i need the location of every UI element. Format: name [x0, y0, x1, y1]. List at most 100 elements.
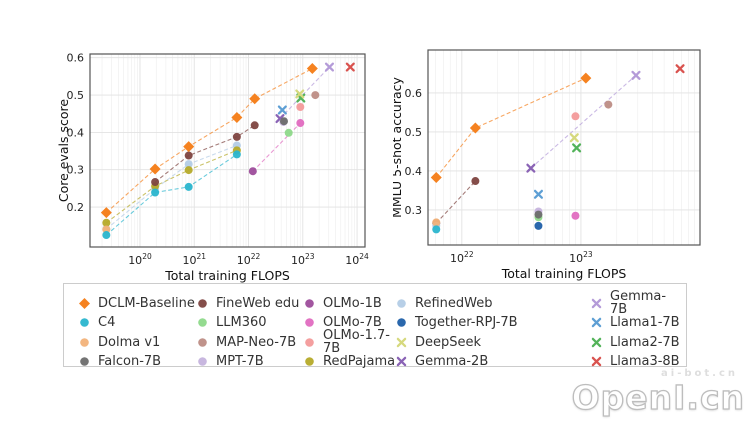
x-marker-icon [591, 356, 602, 367]
diamond-marker-icon [79, 297, 90, 309]
data-point-marker [580, 72, 592, 84]
series-Llama3-8B [345, 62, 355, 72]
legend-label: Llama1-7B [610, 315, 680, 330]
data-point-marker [675, 64, 685, 74]
series-Llama1-7B [277, 105, 287, 115]
data-point-marker [80, 318, 89, 327]
y-axis-label: MMLU 5-shot accuracy [393, 76, 404, 217]
legend-label: LLM360 [216, 315, 267, 330]
data-point-marker [604, 100, 613, 109]
data-point-marker [295, 89, 305, 99]
series-OLMo-1.7-7B [296, 103, 305, 112]
legend-item-falcon-7b: Falcon-7B [78, 355, 196, 368]
legend-item-redpajama: RedPajama [303, 355, 395, 368]
data-point-marker [183, 141, 195, 153]
data-point-marker [248, 167, 257, 176]
legend-item-olmo-7b: OLMo-7B [303, 316, 395, 329]
x-marker-icon [591, 337, 602, 347]
legend-item-together-rpj-7b: Together-RPJ-7B [395, 316, 590, 329]
series-Llama2-7B [572, 143, 582, 153]
legend-label: RedPajama [323, 354, 396, 369]
watermark-ai-bot: ai-bot.cn [661, 368, 738, 379]
core-evals-panel: 0.2 0.3 0.4 0.5 0.6 1020 1021 1022 1023 1024 Total… [56, 42, 408, 291]
data-point-marker [571, 112, 580, 121]
legend-label: DCLM-Baseline [98, 295, 195, 311]
legend-item-llm360: LLM360 [196, 316, 303, 329]
data-point-marker [305, 357, 314, 366]
series-OLMo-7B [571, 211, 580, 220]
data-point-marker [102, 218, 111, 227]
legend-item-c4: C4 [78, 316, 196, 329]
series-LLM360 [284, 128, 293, 137]
data-point-marker [396, 337, 407, 347]
data-point-marker [296, 119, 305, 128]
legend-item-refinedweb: RefinedWeb [395, 290, 590, 316]
data-point-marker [80, 337, 89, 347]
legend-item-llama2-7b: Llama2-7B [590, 329, 682, 355]
data-point-marker [250, 121, 259, 130]
x-tick-label: 1022 [450, 250, 474, 265]
series-Together-RPJ-7B [534, 221, 543, 230]
data-point-marker [184, 151, 193, 160]
data-point-marker [296, 103, 305, 112]
legend-label: Gemma-7B [610, 289, 667, 317]
x-marker-icon [396, 356, 407, 367]
data-point-marker [305, 318, 314, 327]
legend-item-dclm-baseline: DCLM-Baseline [78, 290, 196, 316]
data-point-marker [533, 189, 543, 199]
series-DCLM-Baseline [100, 63, 318, 219]
data-point-marker [572, 143, 582, 153]
data-point-marker [396, 356, 407, 367]
data-point-marker [232, 132, 241, 141]
data-point-marker [345, 62, 355, 72]
y-tick-label: 0.6 [67, 52, 85, 65]
y-tick-label: 0.4 [405, 165, 423, 178]
legend-item-dolma-v1: Dolma v1 [78, 329, 196, 355]
legend-item-llama3-8b: Llama3-8B [590, 355, 682, 368]
data-point-marker [184, 166, 193, 175]
legend-label: OLMo-1.7-7B [323, 328, 390, 356]
x-marker-icon [396, 337, 407, 347]
circle-marker-icon [397, 318, 406, 327]
legend-label: OLMo-1B [323, 295, 382, 311]
data-point-marker [432, 218, 441, 227]
legend-item-olmo-1b: OLMo-1B [303, 290, 395, 316]
series-Falcon-7B [534, 210, 543, 219]
data-point-marker [591, 337, 602, 347]
data-point-marker [534, 221, 543, 230]
x-tick-label: 1023 [291, 252, 315, 267]
data-point-marker [306, 63, 318, 75]
data-point-marker [79, 297, 90, 309]
data-point-marker [305, 337, 314, 347]
y-axis-label: Core evals score [58, 99, 71, 203]
series-Dolma v1 [102, 225, 111, 234]
circle-marker-icon [305, 298, 314, 308]
y-tick-label: 0.6 [405, 87, 423, 100]
watermark-openi: OpenI.cn [571, 377, 745, 417]
circle-marker-icon [80, 357, 89, 366]
x-axis-label: Total training FLOPS [501, 266, 627, 281]
data-point-marker [198, 337, 207, 347]
series-DeepSeek [569, 133, 579, 143]
data-point-marker [571, 211, 580, 220]
data-point-marker [591, 298, 602, 308]
y-tick-label: 0.5 [67, 89, 85, 102]
data-point-marker [100, 207, 112, 219]
legend-item-gemma-2b: Gemma-2B [395, 355, 590, 368]
circle-marker-icon [198, 298, 207, 308]
mmlu-panel: 0.3 0.4 0.5 0.6 1022 1023 Total training FLOPS… [389, 42, 723, 291]
legend-label: DeepSeek [415, 334, 482, 350]
data-point-marker [231, 111, 243, 123]
data-point-marker [569, 133, 579, 143]
data-point-marker [526, 163, 536, 173]
data-point-marker [102, 231, 111, 240]
data-point-marker [591, 356, 602, 367]
data-point-marker [184, 182, 193, 191]
legend-label: FineWeb edu [216, 295, 300, 311]
legend-label: Llama2-7B [610, 334, 680, 350]
x-tick-label: 1022 [237, 252, 261, 267]
y-tick-label: 0.3 [405, 204, 423, 217]
series-DCLM-Baseline [430, 72, 592, 184]
